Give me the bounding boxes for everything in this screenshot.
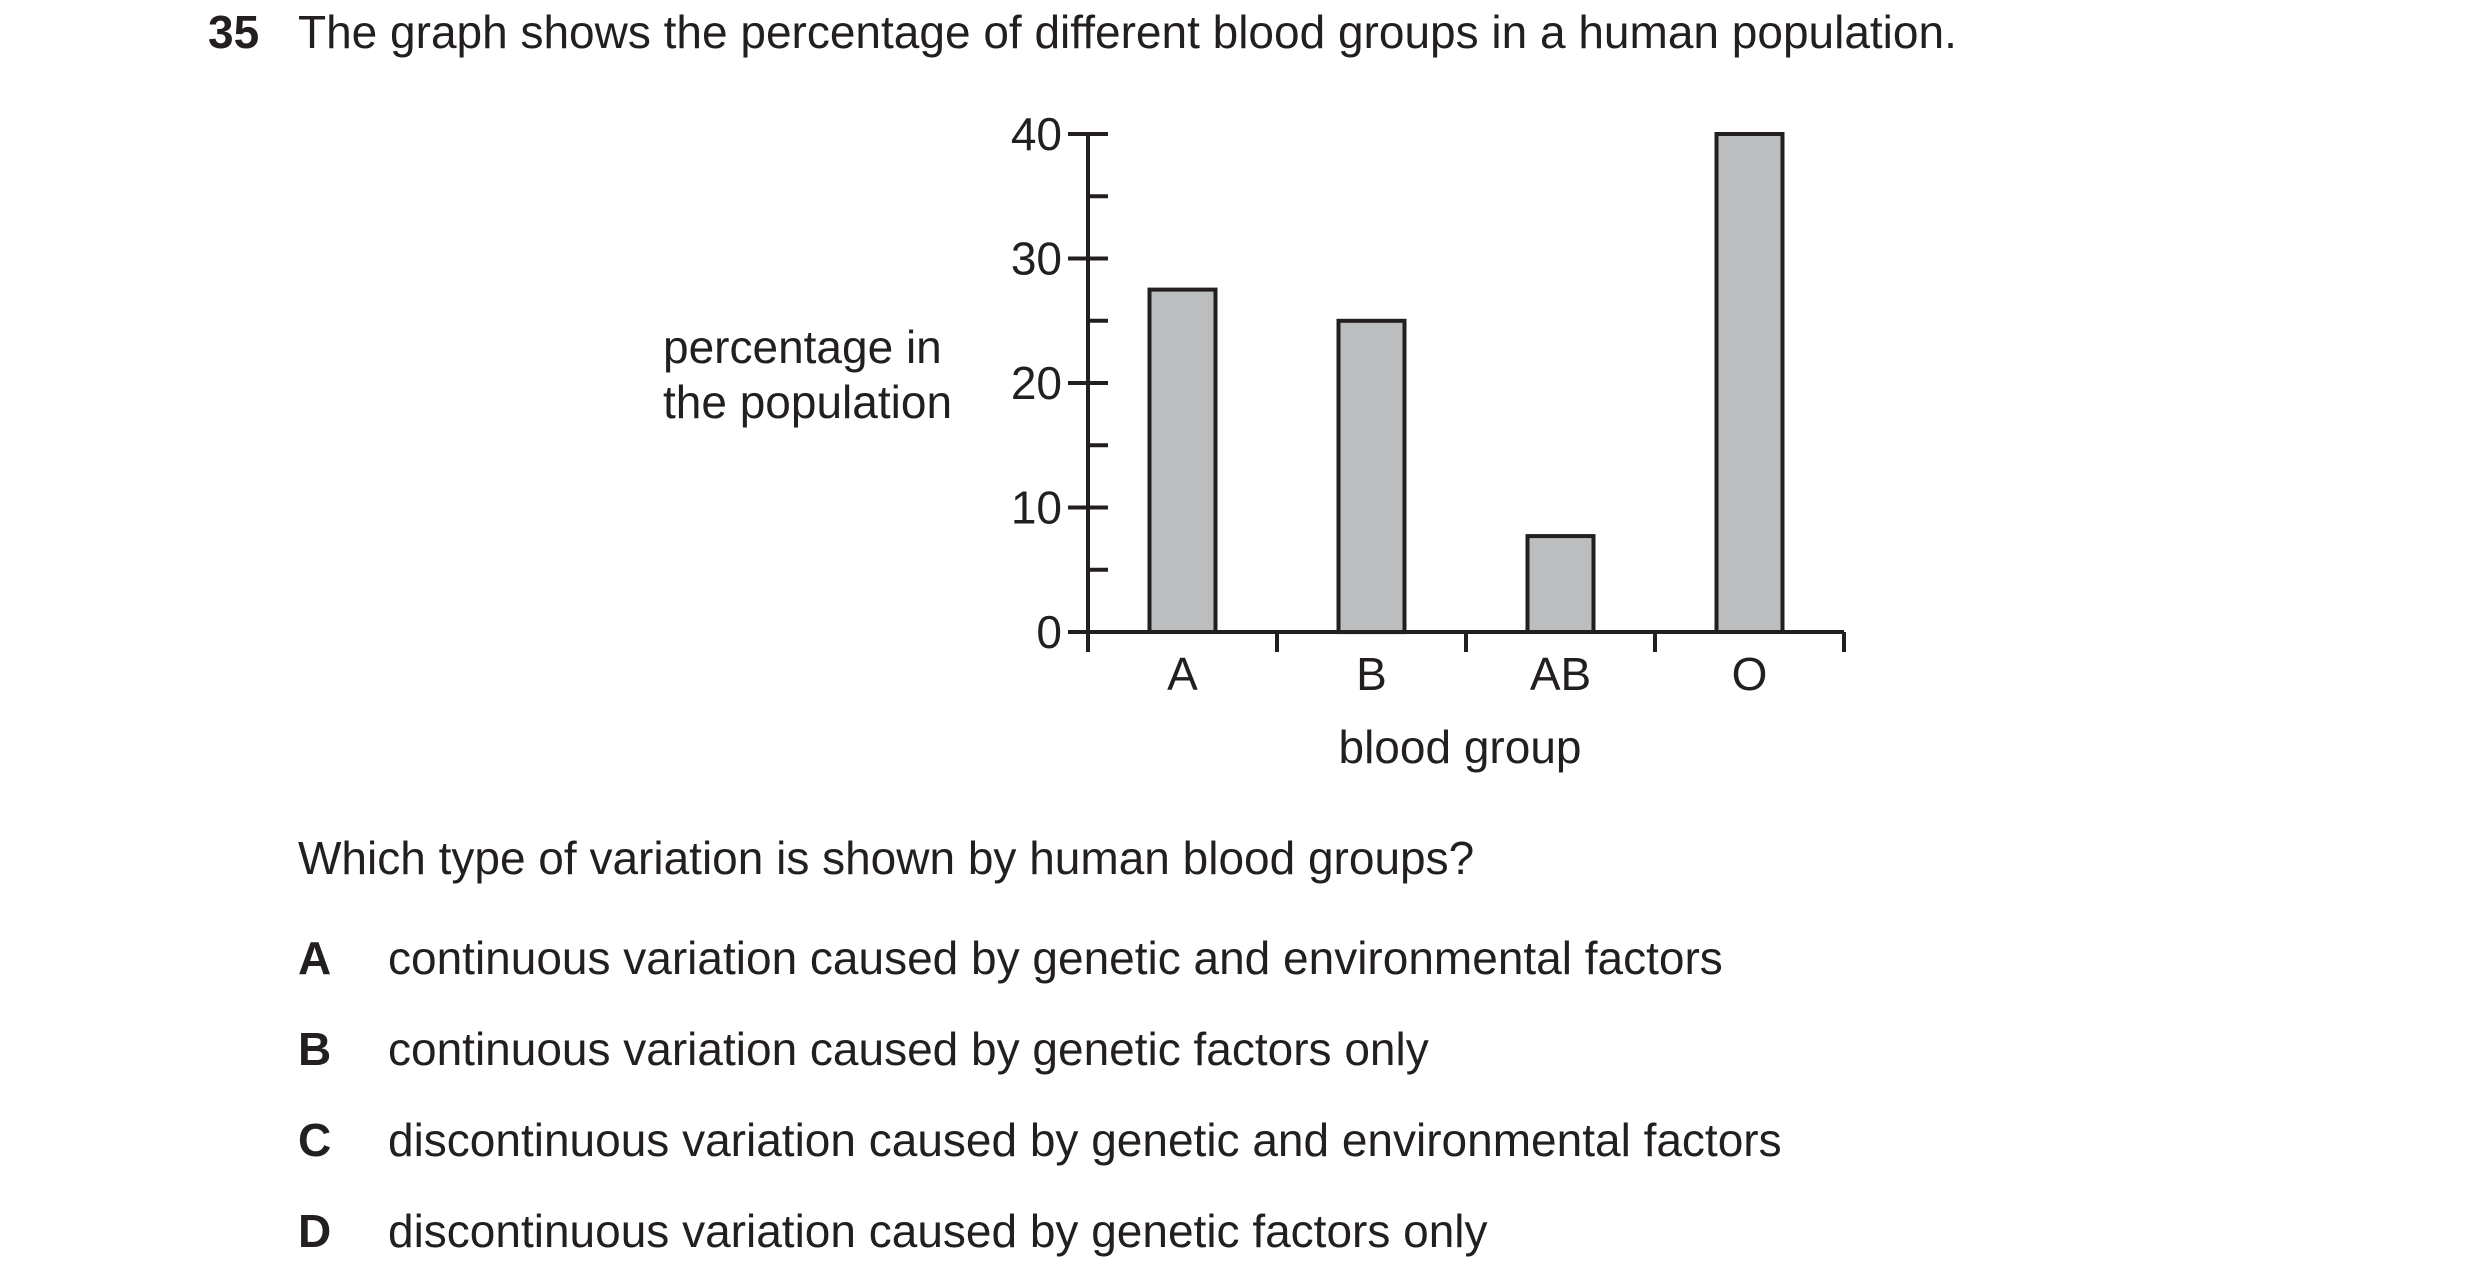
option-letter: A [298, 932, 332, 984]
y-axis-label-line-2: the population [663, 376, 953, 428]
y-tick-label: 0 [1036, 606, 1062, 658]
option-text: continuous variation caused by genetic f… [388, 1023, 1429, 1075]
x-tick-label: A [1167, 648, 1198, 700]
option-text: discontinuous variation caused by geneti… [388, 1205, 1488, 1257]
option-text: continuous variation caused by genetic a… [388, 932, 1723, 984]
x-tick-label: O [1732, 648, 1768, 700]
x-axis-label: blood group [1338, 721, 1582, 773]
y-axis-label: percentage in the population [663, 320, 952, 430]
bar-b [1336, 318, 1407, 635]
y-tick-label: 20 [1011, 357, 1062, 409]
x-tick-label: B [1356, 648, 1387, 700]
bar-o [1714, 132, 1785, 634]
option-text: discontinuous variation caused by geneti… [388, 1114, 1782, 1166]
y-tick-label: 40 [1011, 108, 1062, 160]
axes-layer [1068, 132, 1846, 652]
bar-ab [1525, 534, 1596, 634]
y-axis-label-line-1: percentage in [663, 321, 942, 373]
bars-layer [1147, 132, 1785, 635]
bar-a [1147, 287, 1218, 634]
option-letter: C [298, 1114, 332, 1166]
question-prompt: Which type of variation is shown by huma… [298, 832, 1475, 884]
x-tick-label: AB [1530, 648, 1591, 700]
y-tick-label: 30 [1011, 233, 1062, 285]
y-tick-label: 10 [1011, 482, 1062, 534]
question-stem: The graph shows the percentage of differ… [298, 6, 1957, 58]
option-letter: D [298, 1205, 332, 1257]
option-letter: B [298, 1023, 332, 1075]
question-number: 35 [208, 6, 260, 58]
